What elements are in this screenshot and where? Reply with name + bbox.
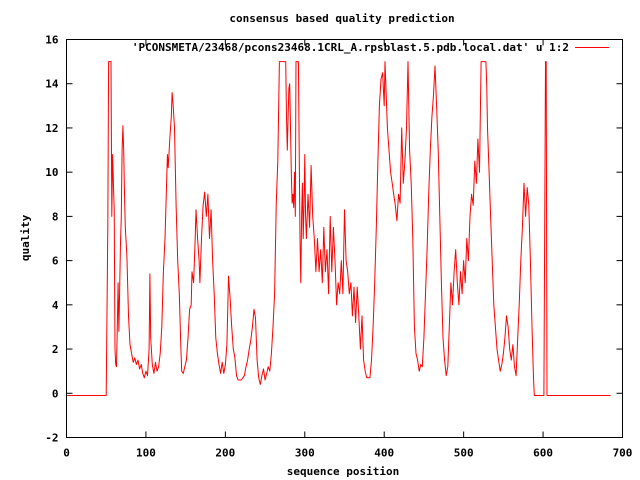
x-tick-label: 500 <box>454 447 474 460</box>
x-tick-label: 0 <box>63 447 70 460</box>
axis-ticks: 0 100 200 300 400 500 600 700 -2 0 2 4 6 8 10 12 14 16 <box>45 34 632 460</box>
legend-series-label: 'PCONSMETA/23468/pcons23468.1CRL_A.rpsbl… <box>132 41 569 54</box>
y-tick-label: 2 <box>52 343 59 356</box>
legend: 'PCONSMETA/23468/pcons23468.1CRL_A.rpsbl… <box>132 41 609 54</box>
y-tick-label: 8 <box>52 210 59 223</box>
chart-title: consensus based quality prediction <box>229 12 454 25</box>
x-tick-label: 100 <box>136 447 156 460</box>
x-tick-label: 600 <box>533 447 553 460</box>
series-lines <box>67 61 611 396</box>
y-tick-label: 10 <box>45 166 58 179</box>
x-tick-label: 400 <box>374 447 394 460</box>
y-axis-label: quality <box>19 214 32 261</box>
y-tick-label: 0 <box>52 387 59 400</box>
y-tick-label: 12 <box>45 122 58 135</box>
y-tick-label: -2 <box>45 432 58 445</box>
x-axis-label: sequence position <box>287 465 400 478</box>
y-tick-label: 6 <box>52 255 59 268</box>
y-tick-label: 14 <box>45 78 59 91</box>
x-tick-label: 300 <box>295 447 315 460</box>
series-line-0 <box>67 61 611 396</box>
plot-frame <box>66 39 623 438</box>
y-tick-label: 16 <box>45 34 59 47</box>
y-tick-label: 4 <box>52 299 59 312</box>
x-tick-label: 200 <box>215 447 235 460</box>
x-tick-label: 700 <box>613 447 633 460</box>
